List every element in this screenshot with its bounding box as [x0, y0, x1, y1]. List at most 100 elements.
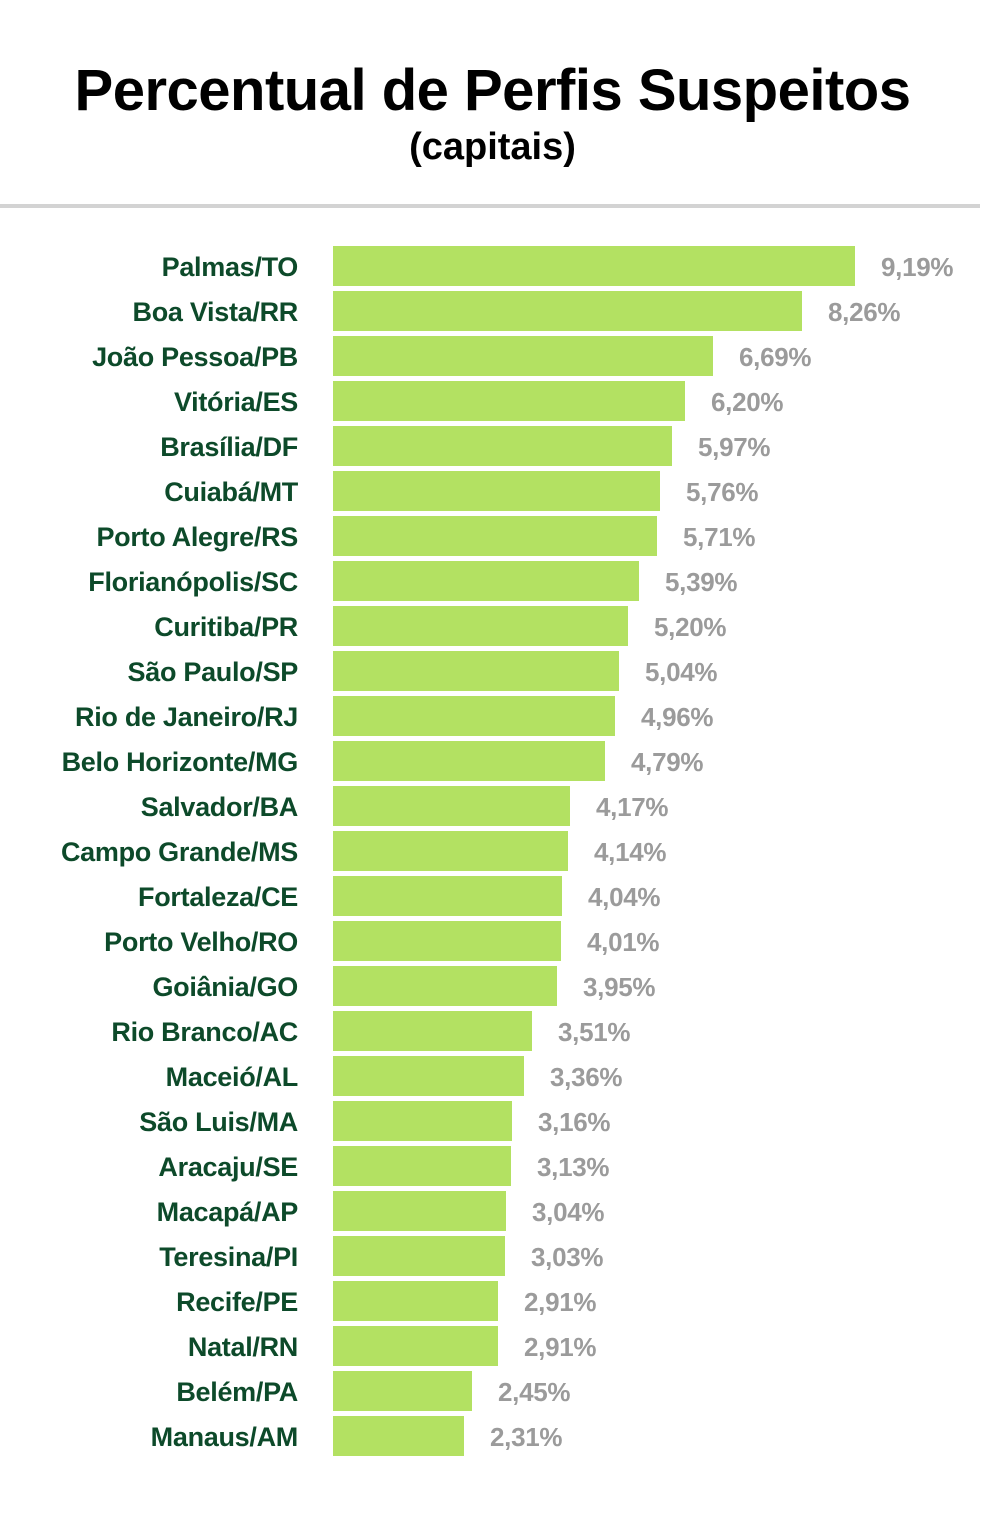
bar [333, 831, 568, 871]
value-label: 2,91% [524, 1332, 597, 1362]
bar [333, 786, 570, 826]
bar [333, 1281, 498, 1321]
bar-row: Porto Alegre/RS 5,71% [0, 516, 985, 556]
category-label: Aracaju/SE [158, 1152, 298, 1182]
value-label: 5,39% [665, 567, 738, 597]
bar [333, 921, 561, 961]
category-label: Campo Grande/MS [60, 837, 298, 867]
value-label: 5,20% [654, 612, 727, 642]
bar-row: João Pessoa/PB 6,69% [0, 336, 985, 376]
category-label: Boa Vista/RR [132, 297, 299, 327]
category-label: Salvador/BA [140, 792, 299, 822]
bar-row: Rio Branco/AC 3,51% [0, 1011, 985, 1051]
category-label: Manaus/AM [150, 1422, 299, 1452]
category-label: Florianópolis/SC [88, 567, 298, 597]
bar-row: Belo Horizonte/MG 4,79% [0, 741, 985, 781]
category-label: Teresina/PI [159, 1242, 298, 1272]
bar [333, 696, 615, 736]
bar-row: Fortaleza/CE 4,04% [0, 876, 985, 916]
value-label: 4,96% [641, 702, 714, 732]
bar [333, 1011, 532, 1051]
value-label: 3,03% [531, 1242, 604, 1272]
category-label: Rio de Janeiro/RJ [75, 702, 298, 732]
category-label: Porto Alegre/RS [96, 522, 298, 552]
bar-row: Palmas/TO 9,19% [0, 246, 985, 286]
category-label: São Luis/MA [139, 1107, 298, 1137]
bar-row: Cuiabá/MT 5,76% [0, 471, 985, 511]
bar [333, 426, 672, 466]
value-label: 4,04% [588, 882, 661, 912]
bar [333, 741, 605, 781]
bar-row: Manaus/AM 2,31% [0, 1416, 985, 1456]
bar-row: Florianópolis/SC 5,39% [0, 561, 985, 601]
category-label: Porto Velho/RO [104, 927, 298, 957]
category-label: Fortaleza/CE [138, 882, 298, 912]
value-label: 8,26% [828, 297, 901, 327]
value-label: 3,04% [532, 1197, 605, 1227]
value-label: 4,17% [596, 792, 669, 822]
category-label: Rio Branco/AC [111, 1017, 298, 1047]
bar-row: Brasília/DF 5,97% [0, 426, 985, 466]
bar-row: Goiânia/GO 3,95% [0, 966, 985, 1006]
value-label: 4,01% [587, 927, 660, 957]
bar-row: São Paulo/SP 5,04% [0, 651, 985, 691]
category-label: Macapá/AP [156, 1197, 299, 1227]
category-label: Belo Horizonte/MG [61, 747, 299, 777]
bar [333, 291, 802, 331]
category-label: Palmas/TO [161, 252, 299, 282]
bar [333, 651, 619, 691]
category-label: Maceió/AL [165, 1062, 299, 1092]
bar-row: Vitória/ES 6,20% [0, 381, 985, 421]
category-label: Brasília/DF [160, 432, 298, 462]
value-label: 5,76% [686, 477, 759, 507]
category-label: Cuiabá/MT [164, 477, 298, 507]
bar-row: Aracaju/SE 3,13% [0, 1146, 985, 1186]
category-label: Goiânia/GO [152, 972, 298, 1002]
bar-row: São Luis/MA 3,16% [0, 1101, 985, 1141]
bar [333, 336, 713, 376]
value-label: 2,45% [498, 1377, 571, 1407]
value-label: 6,20% [711, 387, 784, 417]
category-label: Vitória/ES [173, 387, 298, 417]
bar [333, 246, 855, 286]
bar-row: Salvador/BA 4,17% [0, 786, 985, 826]
bar [333, 381, 685, 421]
category-label: João Pessoa/PB [92, 342, 298, 372]
bar [333, 966, 557, 1006]
value-label: 5,04% [645, 657, 718, 687]
bar [333, 1416, 464, 1456]
chart-title: Percentual de Perfis Suspeitos [74, 58, 911, 123]
bar-row: Porto Velho/RO 4,01% [0, 921, 985, 961]
value-label: 4,14% [594, 837, 667, 867]
bar [333, 1236, 505, 1276]
value-label: 3,51% [558, 1017, 631, 1047]
bar [333, 1146, 511, 1186]
value-label: 9,19% [881, 252, 954, 282]
bar [333, 1056, 524, 1096]
bar-row: Belém/PA 2,45% [0, 1371, 985, 1411]
bar [333, 471, 660, 511]
title-divider [0, 204, 980, 208]
bar [333, 1101, 512, 1141]
bar-row: Recife/PE 2,91% [0, 1281, 985, 1321]
category-label: Curitiba/PR [154, 612, 298, 642]
value-label: 3,13% [537, 1152, 610, 1182]
category-label: Recife/PE [176, 1287, 298, 1317]
bar [333, 516, 657, 556]
bar-row: Campo Grande/MS 4,14% [0, 831, 985, 871]
value-label: 4,79% [631, 747, 704, 777]
category-label: Belém/PA [176, 1377, 298, 1407]
bar [333, 876, 562, 916]
value-label: 3,16% [538, 1107, 611, 1137]
value-label: 6,69% [739, 342, 812, 372]
value-label: 2,31% [490, 1422, 563, 1452]
value-label: 3,36% [550, 1062, 623, 1092]
category-label: Natal/RN [187, 1332, 298, 1362]
bar [333, 561, 639, 601]
bar [333, 1191, 506, 1231]
bar [333, 1371, 472, 1411]
bar-row: Teresina/PI 3,03% [0, 1236, 985, 1276]
bar-row: Boa Vista/RR 8,26% [0, 291, 985, 331]
bar-row: Natal/RN 2,91% [0, 1326, 985, 1366]
bar-row: Macapá/AP 3,04% [0, 1191, 985, 1231]
